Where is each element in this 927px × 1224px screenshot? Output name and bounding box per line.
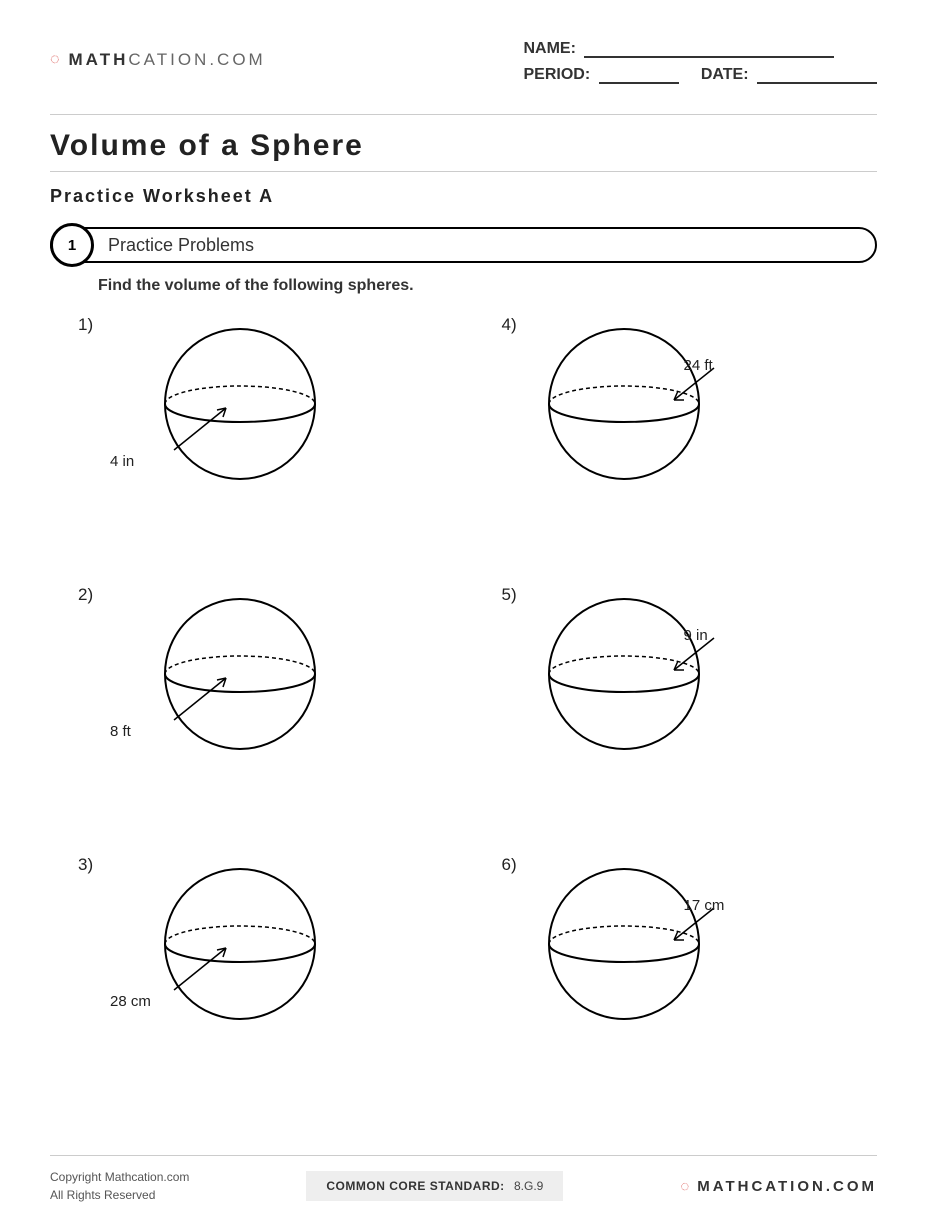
bulb-icon: ◌ xyxy=(680,1178,692,1195)
footer-logo: ◌ MATHCATION.COM xyxy=(680,1178,877,1195)
dimension-label: 24 ft xyxy=(684,357,713,374)
dimension-label: 8 ft xyxy=(110,723,131,740)
dimension-label: 9 in xyxy=(684,627,708,644)
copyright-line2: All Rights Reserved xyxy=(50,1186,189,1204)
page-header: ◌ MATHCATION.COM NAME: PERIOD: DATE: xyxy=(50,40,877,84)
sphere-wrap xyxy=(524,859,724,1034)
sphere-wrap xyxy=(524,589,724,764)
sphere-diagram xyxy=(140,319,340,489)
sphere-diagram xyxy=(140,859,340,1029)
standard-badge: COMMON CORE STANDARD: 8.G.9 xyxy=(306,1171,563,1201)
sphere-diagram xyxy=(140,589,340,759)
copyright-line1: Copyright Mathcation.com xyxy=(50,1168,189,1186)
problem-number: 5) xyxy=(502,585,517,605)
instruction-text: Find the volume of the following spheres… xyxy=(98,277,877,295)
problem-number: 1) xyxy=(78,315,93,335)
sphere-diagram xyxy=(524,589,724,759)
sphere-diagram xyxy=(524,859,724,1029)
problem-number: 6) xyxy=(502,855,517,875)
date-label: DATE: xyxy=(701,66,749,83)
sphere-wrap xyxy=(524,319,724,494)
copyright: Copyright Mathcation.com All Rights Rese… xyxy=(50,1168,189,1204)
standard-label: COMMON CORE STANDARD: xyxy=(326,1179,504,1193)
page-footer: Copyright Mathcation.com All Rights Rese… xyxy=(50,1155,877,1204)
section-label: Practice Problems xyxy=(50,227,877,263)
sphere-wrap xyxy=(140,859,340,1034)
divider xyxy=(50,171,877,172)
name-label: NAME: xyxy=(523,40,575,57)
date-blank[interactable] xyxy=(757,82,877,84)
sphere-wrap xyxy=(140,589,340,764)
problem-cell: 1) 4 in xyxy=(50,315,454,575)
period-blank[interactable] xyxy=(599,82,679,84)
problems-grid: 1) 4 in4) 24 ft2) 8 ft5) 9 in3) xyxy=(50,315,877,1115)
divider xyxy=(50,114,877,115)
dimension-label: 28 cm xyxy=(110,993,151,1010)
standard-value: 8.G.9 xyxy=(514,1179,543,1193)
brand-light: CATION.COM xyxy=(128,50,265,69)
section-header: 1 Practice Problems xyxy=(50,227,877,263)
sphere-wrap xyxy=(140,319,340,494)
worksheet-title: Volume of a Sphere xyxy=(50,129,877,163)
dimension-label: 17 cm xyxy=(684,897,725,914)
problem-number: 2) xyxy=(78,585,93,605)
period-label: PERIOD: xyxy=(523,66,590,83)
problem-number: 4) xyxy=(502,315,517,335)
problem-cell: 2) 8 ft xyxy=(50,585,454,845)
problem-cell: 5) 9 in xyxy=(474,585,878,845)
problem-cell: 3) 28 cm xyxy=(50,855,454,1115)
problem-number: 3) xyxy=(78,855,93,875)
worksheet-subtitle: Practice Worksheet A xyxy=(50,186,877,207)
student-fields: NAME: PERIOD: DATE: xyxy=(523,40,877,84)
dimension-label: 4 in xyxy=(110,453,134,470)
bulb-icon: ◌ xyxy=(50,51,63,69)
brand-logo: ◌ MATHCATION.COM xyxy=(50,50,266,70)
brand-strong: MATH xyxy=(69,50,129,69)
problem-cell: 6) 17 cm xyxy=(474,855,878,1115)
section-number: 1 xyxy=(50,223,94,267)
sphere-diagram xyxy=(524,319,724,489)
name-blank[interactable] xyxy=(584,56,834,58)
problem-cell: 4) 24 ft xyxy=(474,315,878,575)
